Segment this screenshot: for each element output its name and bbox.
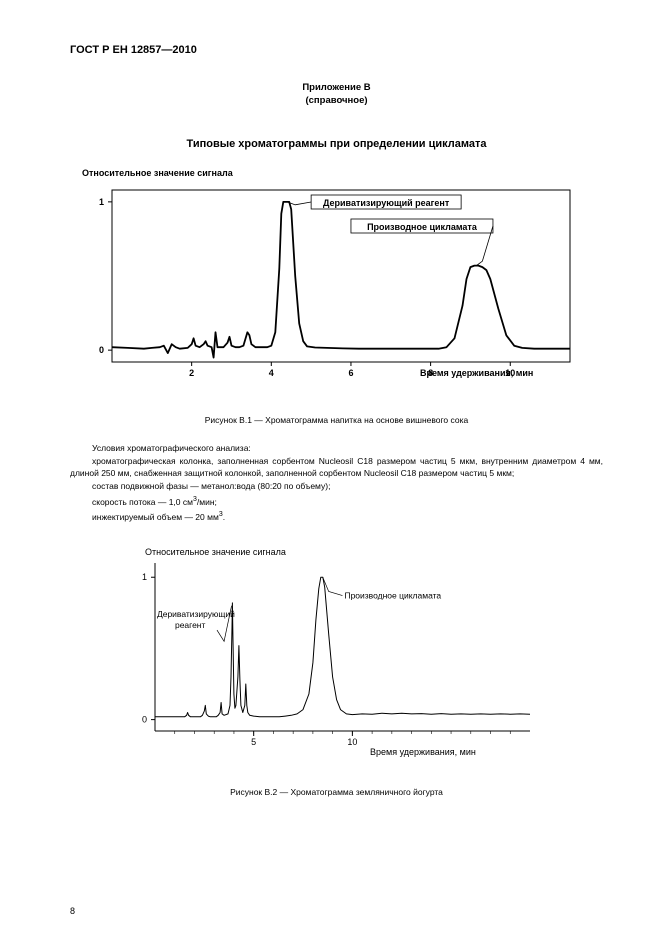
cond3-post: /мин; xyxy=(197,496,217,506)
svg-text:1: 1 xyxy=(99,196,104,206)
page-number: 8 xyxy=(70,906,75,916)
svg-text:Производное цикламата: Производное цикламата xyxy=(344,591,441,601)
svg-text:1: 1 xyxy=(142,572,147,582)
section-title: Типовые хроматограммы при определении ци… xyxy=(70,138,603,150)
conditions-line-3: скорость потока — 1,0 см3/мин; xyxy=(70,495,603,508)
cond3-pre: скорость потока — 1,0 см xyxy=(92,496,193,506)
svg-text:Время удерживания, мин: Время удерживания, мин xyxy=(420,368,533,378)
figure-caption-2: Рисунок В.2 — Хроматограмма земляничного… xyxy=(70,787,603,797)
svg-text:Относительное значение сигнала: Относительное значение сигнала xyxy=(145,547,286,557)
chart1-svg: 01246810Относительное значение сигналаВр… xyxy=(70,162,580,402)
analysis-conditions: Условия хроматографического анализа: хро… xyxy=(70,443,603,523)
cond4-pre: инжектируемый объем — 20 мм xyxy=(92,512,219,522)
svg-text:5: 5 xyxy=(251,737,256,747)
chromatogram-chart-1: 01246810Относительное значение сигналаВр… xyxy=(70,162,603,407)
appendix-label: Приложение В xyxy=(70,82,603,95)
appendix-header: Приложение В (справочное) xyxy=(70,82,603,108)
page: ГОСТ Р ЕН 12857—2010 Приложение В (справ… xyxy=(0,0,661,936)
chart2-svg: 0 1 5 10 Относительное значение сигнала Время… xyxy=(110,541,550,766)
svg-text:Время удерживания, мин: Время удерживания, мин xyxy=(370,747,476,757)
conditions-line-4: инжектируемый объем — 20 мм3. xyxy=(70,510,603,523)
appendix-note: (справочное) xyxy=(70,95,603,108)
conditions-intro: Условия хроматографического анализа: xyxy=(70,443,603,454)
document-header: ГОСТ Р ЕН 12857—2010 xyxy=(70,44,603,56)
svg-text:Дериватизирующий реагент: Дериватизирующий реагент xyxy=(323,198,450,208)
svg-text:Дериватизирующий: Дериватизирующий xyxy=(157,609,235,619)
figure-caption-1: Рисунок В.1 — Хроматограмма напитка на о… xyxy=(70,415,603,425)
chromatogram-chart-2: 0 1 5 10 Относительное значение сигнала Время… xyxy=(110,541,603,771)
svg-text:Относительное значение сигнала: Относительное значение сигнала xyxy=(82,168,234,178)
svg-text:4: 4 xyxy=(269,368,274,378)
svg-text:2: 2 xyxy=(189,368,194,378)
svg-text:0: 0 xyxy=(99,345,104,355)
svg-text:10: 10 xyxy=(347,737,357,747)
svg-text:6: 6 xyxy=(348,368,353,378)
svg-text:реагент: реагент xyxy=(175,620,206,630)
conditions-line-2: состав подвижной фазы — метанол:вода (80… xyxy=(70,481,603,492)
conditions-line-1: хроматографическая колонка, заполненная … xyxy=(70,456,603,479)
svg-text:0: 0 xyxy=(142,715,147,725)
svg-text:Производное цикламата: Производное цикламата xyxy=(367,222,478,232)
cond4-post: . xyxy=(223,512,225,522)
